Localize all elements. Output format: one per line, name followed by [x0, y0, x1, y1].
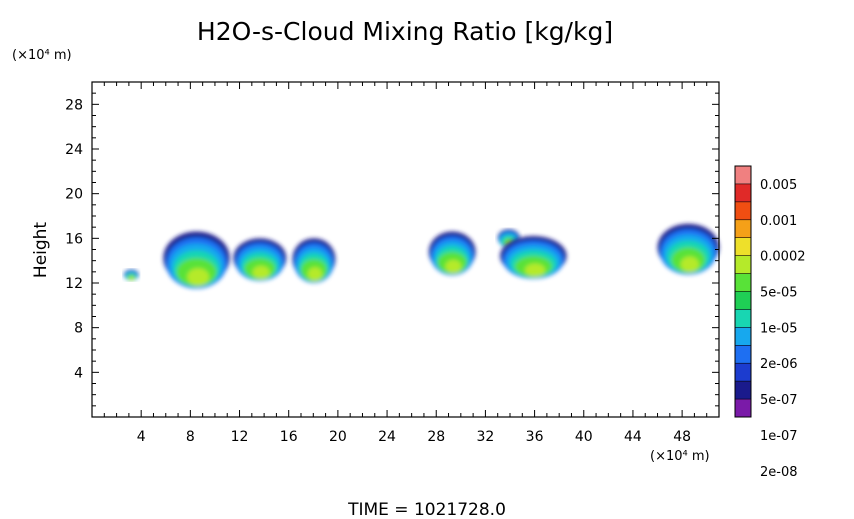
colorbar-swatch [735, 345, 751, 364]
colorbar-swatch [735, 309, 751, 328]
cloud [428, 231, 476, 276]
colorbar-label: 1e-07 [760, 429, 798, 444]
y-tick-label: 8 [74, 321, 83, 337]
colorbar-label: 0.005 [760, 178, 797, 193]
x-tick-label: 36 [526, 429, 544, 445]
colorbar-swatch [735, 363, 751, 382]
x-tick-label: 8 [186, 429, 195, 445]
colorbar-label: 5e-05 [760, 286, 798, 301]
x-unit-label: (×10⁴ m) [650, 449, 710, 464]
cloud [500, 236, 567, 279]
x-tick-label: 4 [137, 429, 146, 445]
colorbar-label: 1e-05 [760, 321, 798, 336]
x-tick-label: 24 [378, 429, 396, 445]
colorbar-label: 0.0002 [760, 250, 806, 265]
colorbar-swatch [735, 399, 751, 417]
x-tick-label: 28 [427, 429, 445, 445]
colorbar-swatch [735, 327, 751, 346]
colorbar: 0.005 0.001 0.0002 5e-05 1e-05 2e-06 5e-07 1e-0… [734, 165, 806, 480]
y-tick-label: 16 [65, 231, 83, 247]
y-tick-label: 12 [65, 276, 83, 292]
colorbar-label: 2e-06 [760, 357, 798, 372]
y-axis-label: Height [31, 222, 51, 279]
x-tick-label: 12 [231, 429, 249, 445]
y-tick-labels: 4 8 12 16 20 24 28 [65, 97, 83, 381]
x-tick-label: 20 [329, 429, 347, 445]
y-unit-label: (×10⁴ m) [12, 48, 72, 63]
x-tick-labels: 4 8 12 16 20 24 28 32 36 40 44 48 [137, 429, 691, 445]
cloud-field [123, 223, 719, 289]
cloud-layer [307, 267, 323, 281]
x-tick-label: 44 [624, 429, 642, 445]
colorbar-label: 2e-08 [760, 465, 798, 480]
axis-ticks [92, 82, 719, 417]
time-label: TIME = 1021728.0 [347, 500, 506, 519]
colorbar-swatch [735, 291, 751, 310]
y-tick-label: 20 [65, 187, 83, 203]
colorbar-swatch [735, 255, 751, 274]
colorbar-swatch [735, 237, 751, 256]
cloud-layer [252, 265, 270, 279]
y-tick-label: 4 [74, 365, 83, 381]
cloud [123, 269, 139, 281]
y-tick-label: 24 [65, 142, 83, 158]
cloud-layer [680, 256, 700, 273]
cloud [292, 238, 336, 284]
cloud [657, 223, 719, 275]
cloud-layer [524, 263, 546, 277]
colorbar-label: 5e-07 [760, 393, 798, 408]
x-tick-label: 16 [280, 429, 298, 445]
cloud-layer [187, 268, 210, 286]
x-tick-label: 48 [673, 429, 691, 445]
cloud [233, 238, 287, 282]
x-tick-label: 32 [476, 429, 494, 445]
colorbar-swatch [735, 201, 751, 220]
cloud-layer [129, 276, 135, 281]
colorbar-swatch [735, 219, 751, 238]
colorbar-swatch [735, 381, 751, 400]
cloud-layer [445, 259, 462, 274]
colorbar-swatch [735, 273, 751, 292]
chart-title: H2O-s-Cloud Mixing Ratio [kg/kg] [197, 17, 613, 46]
cloud [163, 231, 230, 289]
colorbar-label: 0.001 [760, 214, 797, 229]
y-tick-label: 28 [65, 97, 83, 113]
colorbar-swatch [735, 166, 751, 184]
x-tick-label: 40 [575, 429, 593, 445]
colorbar-swatch [735, 183, 751, 202]
